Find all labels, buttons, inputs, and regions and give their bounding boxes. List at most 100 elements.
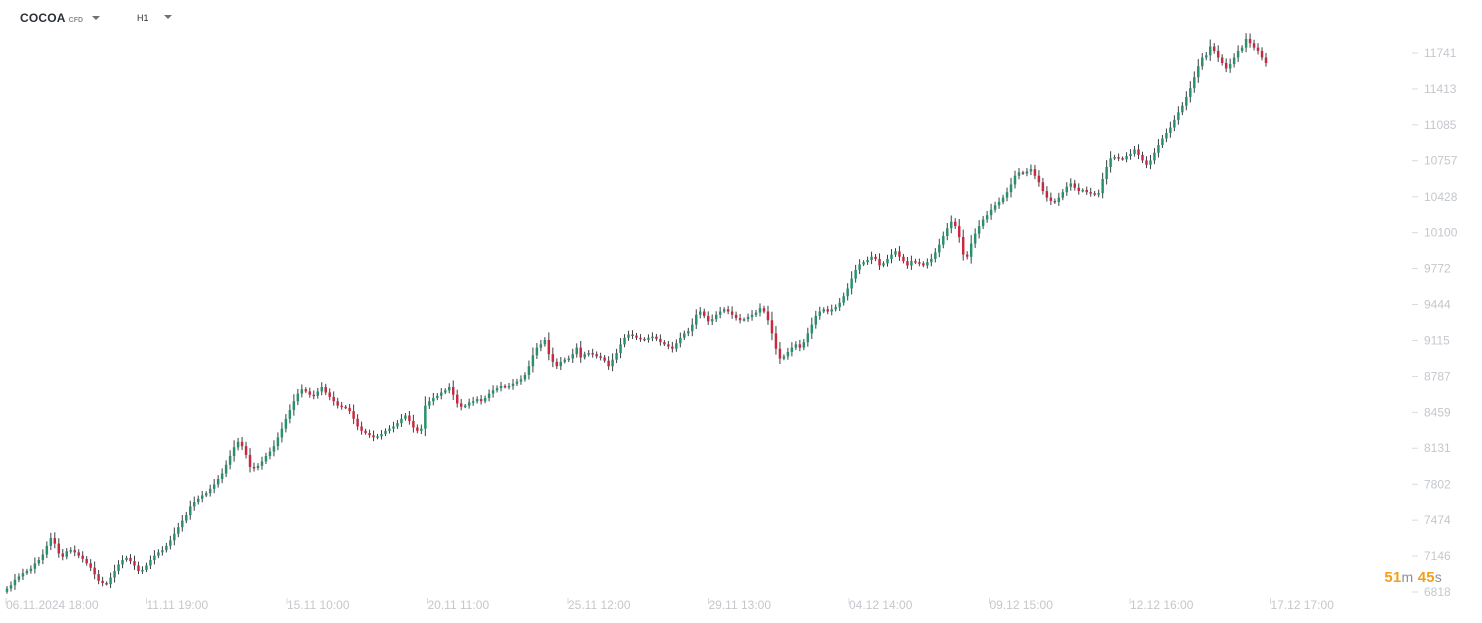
candle-body-down — [356, 418, 359, 427]
candle-body-down — [1073, 183, 1077, 188]
candle-body-down — [360, 426, 363, 431]
candle-body-up — [300, 389, 304, 394]
candle-body-up — [467, 402, 471, 406]
candle-body-down — [372, 435, 375, 438]
candle-body-up — [754, 312, 758, 315]
candle-body-up — [392, 426, 395, 429]
candle-body-up — [1185, 96, 1188, 106]
candle-body-up — [691, 324, 694, 332]
candle-body-down — [344, 406, 347, 409]
timeframe-selector[interactable]: H1 — [137, 13, 172, 23]
symbol-selector[interactable]: COCOA CFD — [20, 11, 101, 25]
candle-body-up — [1169, 127, 1172, 134]
candle-body-down — [1085, 189, 1088, 193]
candle-body-up — [862, 262, 865, 265]
candle-body-up — [1065, 186, 1069, 193]
candle-body-up — [109, 577, 112, 585]
candle-body-down — [914, 261, 917, 263]
price-axis: 11741 11413 11085 10757 10428 10100 9772 9444 91… — [1412, 46, 1458, 599]
countdown-seconds: 45 — [1417, 569, 1435, 586]
candle-body-up — [571, 354, 574, 359]
candle-body-up — [806, 333, 810, 343]
candle-body-up — [428, 401, 431, 406]
candle-body-down — [878, 258, 881, 266]
candle-body-down — [137, 565, 140, 571]
candle-countdown: 51m 45s — [1384, 569, 1442, 586]
x-tick-label: 25.11 12:00 — [568, 598, 631, 612]
candle-body-up — [424, 405, 427, 429]
candle-body-up — [838, 302, 841, 308]
candle-body-up — [220, 473, 224, 480]
candle-body-up — [651, 336, 654, 339]
candle-body-up — [1029, 169, 1033, 172]
symbol-type-badge: CFD — [68, 17, 84, 24]
candle-body-down — [706, 315, 710, 322]
y-tick-label: 6818 — [1424, 585, 1451, 599]
candle-body-down — [551, 354, 555, 362]
x-tick-label: 12.12 16:00 — [1130, 598, 1194, 612]
x-tick-label: 06.11.2024 18:00 — [6, 598, 99, 612]
candle-body-up — [1001, 197, 1005, 203]
candle-body-up — [272, 446, 276, 452]
candle-body-up — [384, 430, 387, 435]
candle-body-down — [702, 311, 706, 316]
candle-body-up — [296, 393, 300, 402]
candle-body-down — [57, 543, 61, 554]
candle-body-down — [503, 385, 507, 388]
candle-body-down — [312, 394, 316, 397]
candle-body-up — [1197, 66, 1200, 78]
candle-body-up — [1133, 149, 1136, 154]
x-tick-label: 15.11 10:00 — [287, 598, 350, 612]
candle-body-down — [81, 555, 84, 559]
candle-body-down — [479, 399, 483, 402]
candle-body-down — [304, 389, 308, 392]
candle-body-up — [420, 428, 423, 431]
candle-body-up — [1157, 145, 1160, 153]
candle-body-down — [1260, 50, 1264, 58]
candle-body-down — [368, 433, 371, 436]
candle-body-up — [376, 436, 379, 438]
candle-body-up — [33, 563, 37, 569]
candle-body-up — [1113, 157, 1116, 159]
candle-body-up — [926, 262, 929, 266]
candle-body-up — [515, 381, 519, 384]
candle-body-down — [770, 320, 774, 334]
candle-body-down — [738, 318, 742, 321]
candle-body-up — [65, 551, 68, 557]
candle-body-up — [969, 243, 973, 257]
candle-body-up — [177, 527, 180, 534]
candle-body-up — [499, 385, 503, 389]
candle-body-up — [679, 337, 682, 344]
chevron-down-icon — [92, 16, 101, 20]
candle-body-up — [276, 437, 280, 447]
candle-body-up — [894, 251, 897, 255]
candle-body-up — [1236, 50, 1240, 58]
candle-body-down — [129, 557, 132, 562]
candle-body-up — [189, 506, 192, 516]
time-axis: 06.11.2024 18:00 11.11 19:00 15.11 10:00 20… — [5, 598, 1334, 612]
candle-body-up — [1232, 57, 1236, 65]
candle-body-down — [774, 333, 778, 349]
candle-body-down — [93, 567, 96, 575]
candle-body-up — [846, 288, 849, 297]
candle-body-up — [29, 568, 33, 571]
candle-body-up — [483, 397, 487, 402]
candle-body-down — [730, 311, 734, 315]
candle-body-down — [101, 580, 104, 584]
candle-body-down — [73, 550, 76, 553]
candle-body-up — [404, 415, 407, 419]
candle-body-down — [902, 256, 905, 262]
candle-body-up — [973, 233, 977, 244]
candle-body-down — [954, 221, 957, 227]
candle-body-up — [320, 387, 323, 392]
candle-body-up — [1193, 77, 1196, 89]
candle-body-up — [507, 385, 511, 388]
candle-body-down — [1045, 191, 1049, 198]
candle-body-down — [555, 361, 559, 367]
candle-body-up — [487, 393, 491, 398]
candle-body-up — [157, 552, 160, 556]
candle-body-up — [49, 538, 53, 546]
candle-body-up — [204, 493, 208, 496]
candle-body-down — [248, 454, 252, 467]
